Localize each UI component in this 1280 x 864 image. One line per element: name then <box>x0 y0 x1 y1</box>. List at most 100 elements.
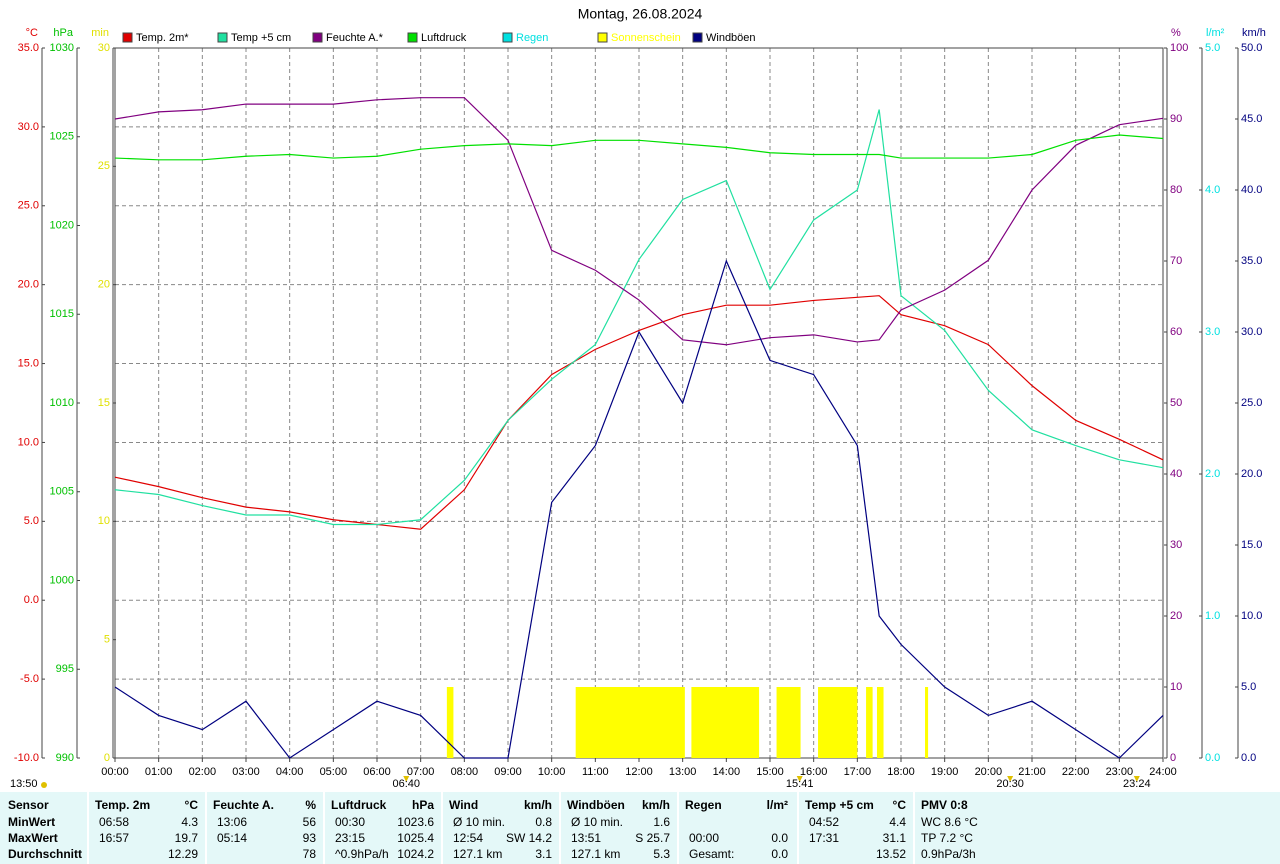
x-tick-label: 10:00 <box>538 766 566 778</box>
cell-value: 78 <box>302 847 316 861</box>
y-tick-label: 1000 <box>50 574 74 586</box>
header-unit: °C <box>892 798 906 812</box>
y-tick-label: 5.0 <box>1205 42 1220 54</box>
y-tick-label: 3.0 <box>1205 326 1220 338</box>
y-tick-label: 1015 <box>50 308 74 320</box>
legend-label: Feuchte A.* <box>326 32 384 44</box>
cell-time: 04:52 <box>809 815 840 829</box>
cell-text: TP 7.2 °C <box>921 831 973 845</box>
sunshine-bar <box>876 687 884 758</box>
legend-label: Temp. 2m* <box>136 32 189 44</box>
header-cell: Wind <box>449 798 479 812</box>
y-tick-label: 10 <box>1170 681 1182 693</box>
series-line <box>114 97 1164 346</box>
y-tick-label: 80 <box>1170 184 1182 196</box>
sunshine-bar <box>925 687 929 758</box>
series-line <box>114 134 1164 161</box>
y-tick-label: 25 <box>98 160 110 172</box>
x-tick-label: 05:00 <box>320 766 348 778</box>
legend-swatch <box>502 32 513 43</box>
header-unit: hPa <box>411 798 434 812</box>
column-separator <box>559 792 561 864</box>
legend-swatch <box>217 32 228 43</box>
y-tick-label: 10.0 <box>1241 610 1262 622</box>
cell-value: 3.1 <box>535 847 552 861</box>
y-tick-label: 20.0 <box>1241 468 1262 480</box>
legend-label: Temp +5 cm <box>231 32 291 44</box>
y-tick-label: 0.0 <box>1205 752 1220 764</box>
cell-value: 0.0 <box>771 831 788 845</box>
y-tick-label: 1020 <box>50 219 74 231</box>
legend-swatch <box>597 32 608 43</box>
legend-label: Sonnenschein <box>611 32 681 44</box>
x-tick-label: 03:00 <box>232 766 260 778</box>
x-tick-label: 11:00 <box>582 766 609 778</box>
cell-time: 16:57 <box>99 831 130 845</box>
marker <box>1007 776 1014 782</box>
y-tick-label: 1030 <box>50 42 74 54</box>
header-cell: Temp. 2m <box>95 798 151 812</box>
header-cell: Temp +5 cm <box>805 798 874 812</box>
y-tick-label: 5.0 <box>1241 681 1256 693</box>
y-tick-label: 30 <box>1170 539 1182 551</box>
chart: Montag, 26.08.2024 °C 35.0 30.0 25.0 20.0 15.… <box>10 6 1266 790</box>
y-tick-label: 30.0 <box>18 121 39 133</box>
header-cell: Windböen <box>567 798 625 812</box>
legend-swatch <box>312 32 323 43</box>
y-tick-label: 1010 <box>50 397 74 409</box>
annotation: 23:24 <box>1123 778 1151 790</box>
marker <box>403 776 410 782</box>
cell-value: 1.6 <box>653 815 670 829</box>
cell-time: 00:00 <box>689 831 720 845</box>
cell-time: 23:15 <box>335 831 366 845</box>
x-tick-label: 06:00 <box>363 766 391 778</box>
cell-value: 4.3 <box>181 815 198 829</box>
header-cell: Luftdruck <box>331 798 387 812</box>
cell-value: 1023.6 <box>397 815 434 829</box>
y-axis-label: hPa <box>53 27 73 39</box>
x-tick-label: 13:00 <box>669 766 697 778</box>
chart-title: Montag, 26.08.2024 <box>578 6 703 22</box>
legend-label: Luftdruck <box>421 32 467 44</box>
header-unit: km/h <box>641 798 670 812</box>
cell-time: 13:06 <box>217 815 248 829</box>
cell-time: Ø 10 min. <box>571 815 624 829</box>
x-tick-label: 04:00 <box>276 766 304 778</box>
x-tick-label: 19:00 <box>931 766 959 778</box>
timestamp: 13:50 <box>10 778 38 790</box>
y-tick-label: 0 <box>1170 752 1176 764</box>
y-tick-label: 60 <box>1170 326 1182 338</box>
column-separator <box>205 792 207 864</box>
x-tick-label: 12:00 <box>625 766 653 778</box>
cell-value: 4.4 <box>889 815 906 829</box>
cell-value: 5.3 <box>653 847 670 861</box>
cell-value: S 25.7 <box>635 831 670 845</box>
cell-value: 12.29 <box>167 847 198 861</box>
marker <box>1133 776 1140 782</box>
header-cell: Sensor <box>8 798 49 812</box>
sunshine-bar <box>446 687 454 758</box>
y-tick-label: 0 <box>104 752 110 764</box>
y-tick-label: 10.0 <box>18 436 39 448</box>
cell-time: Ø 10 min. <box>453 815 506 829</box>
x-tick-label: 22:00 <box>1062 766 1090 778</box>
column-separator <box>797 792 799 864</box>
row-label: MinWert <box>8 815 56 829</box>
y-tick-label: 35.0 <box>18 42 39 54</box>
header-cell: Feuchte A. <box>213 798 274 812</box>
sun-icon <box>41 782 47 788</box>
x-tick-label: 23:00 <box>1106 766 1134 778</box>
x-tick-label: 16:00 <box>800 766 828 778</box>
y-axis-label: l/m² <box>1206 27 1225 39</box>
x-tick-label: 08:00 <box>451 766 479 778</box>
cell-value: 0.0 <box>771 847 788 861</box>
y-tick-label: 1.0 <box>1205 610 1220 622</box>
y-tick-label: 70 <box>1170 255 1182 267</box>
y-tick-label: 35.0 <box>1241 255 1262 267</box>
sunshine-bar <box>776 687 801 758</box>
y-tick-label: 15.0 <box>18 357 39 369</box>
cell-time: 127.1 km <box>571 847 621 861</box>
series-line <box>114 295 1164 530</box>
cell-time: 17:31 <box>809 831 840 845</box>
